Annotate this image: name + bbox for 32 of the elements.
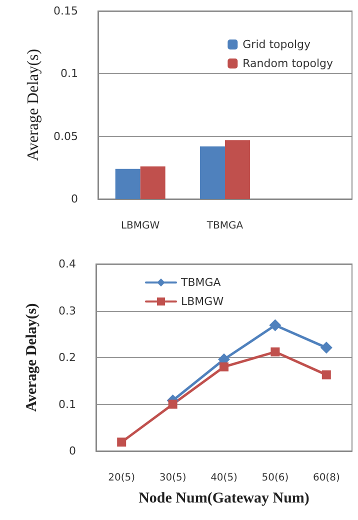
x-axis-title: Node Num(Gateway Num) [138, 490, 310, 506]
point [320, 342, 332, 354]
point [322, 370, 331, 380]
y-tick-label: 0.2 [58, 351, 76, 364]
y-tick-label: 0 [69, 444, 76, 458]
y-tick-label: 0.1 [58, 398, 76, 411]
legend-label: Grid topolgy [242, 38, 312, 51]
y-tick-label: 0.4 [58, 258, 76, 270]
y-tick-label: 0.05 [54, 130, 78, 143]
y-axis-title: Average Delay(s) [24, 303, 40, 412]
y-axis-title: Average Delay(s) [25, 48, 42, 162]
y-tick-label: 0.15 [54, 4, 78, 18]
point [270, 347, 280, 356]
x-tick-label: 60(8) [312, 472, 340, 484]
legend-label: LBMGW [181, 295, 224, 308]
y-tick-label: 0.3 [58, 304, 76, 318]
point [168, 400, 178, 409]
x-tick-label: 20(5) [108, 472, 136, 484]
point [117, 438, 126, 447]
point [269, 319, 282, 332]
x-tick-label: 30(5) [159, 472, 186, 484]
y-tick-label: 0.1 [60, 67, 78, 80]
bar [140, 166, 166, 199]
y-tick-label: 0 [71, 192, 78, 206]
point [220, 362, 228, 372]
legend-label: Random topolgy [242, 57, 334, 70]
bar [200, 146, 225, 199]
legend-label: TBMGA [180, 276, 222, 289]
x-tick-label: 40(5) [210, 472, 238, 484]
x-tick-label: 50(6) [262, 472, 289, 484]
bar [225, 140, 250, 199]
bar [115, 168, 140, 199]
